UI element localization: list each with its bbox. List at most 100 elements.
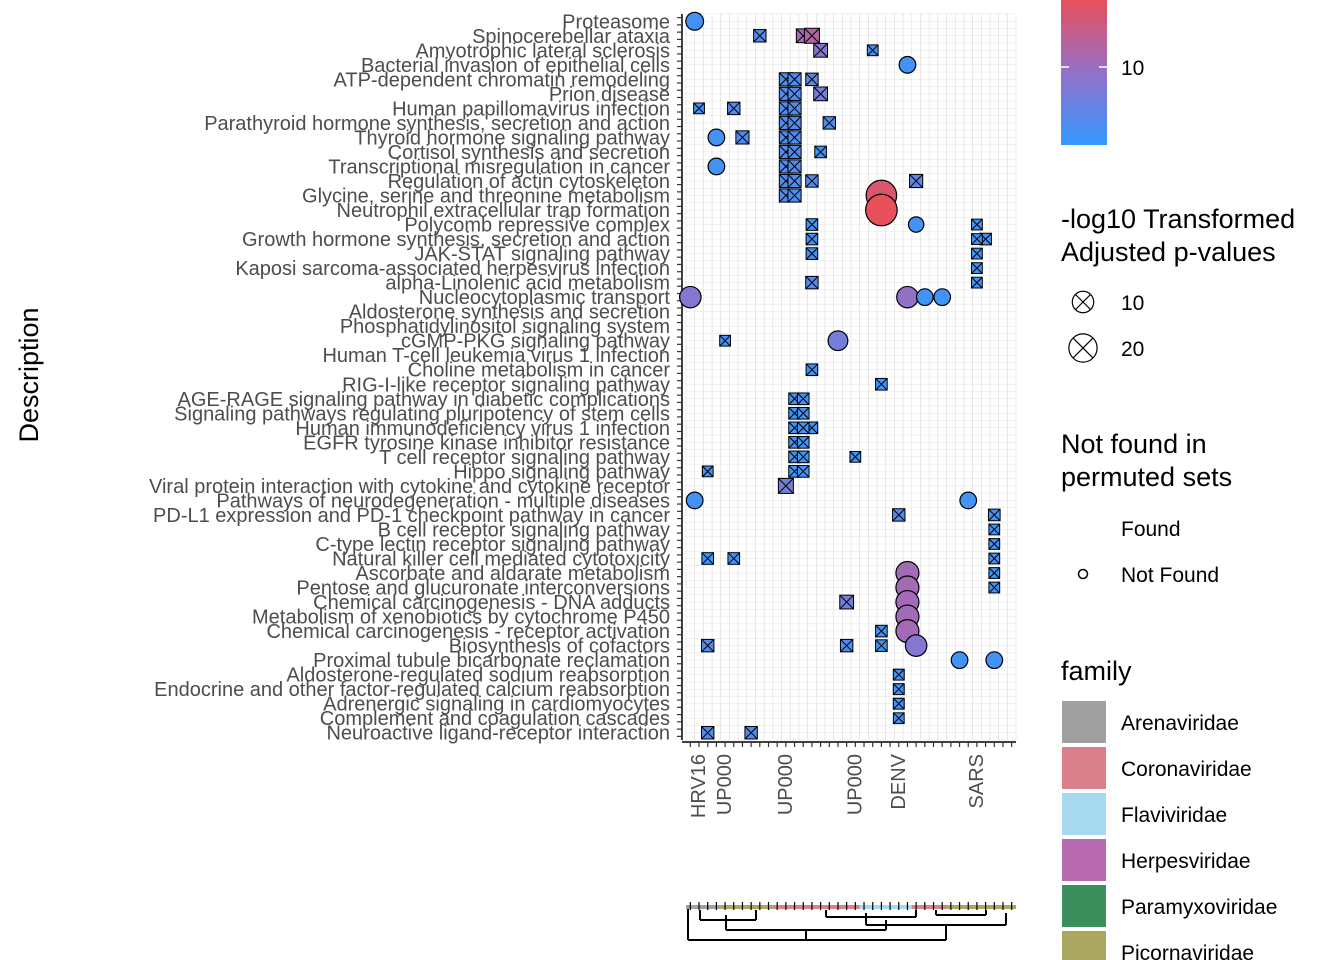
y-tick-label: Biosynthesis of cofactors [449,636,670,658]
y-tick-label: Cortisol synthesis and secretion [388,142,670,164]
data-point-found-cross-b [693,102,705,115]
data-point-found [839,594,855,610]
data-point-not-found [896,285,919,309]
y-tick-label: Pentose and glucuronate interconversions [296,578,670,600]
data-point-found-cross-b [988,508,1001,522]
data-point-found-cross-b [875,624,888,638]
y-tick-label: JAK-STAT signaling pathway [414,244,670,266]
data-point-not-found [898,55,917,74]
data-point-found-cross-b [893,683,905,695]
data-point-found-cross-b [787,159,802,174]
data-point-found [875,377,888,391]
data-point-found [988,567,1001,579]
family-legend-swatch [1062,885,1106,927]
data-point-not-found [959,491,978,510]
data-point-not-found [685,11,705,31]
dendrogram [686,902,1016,941]
data-point-found [777,477,794,494]
y-tick-label: Adrenergic signaling in cardiomyocytes [323,694,670,716]
data-point-found [787,101,802,116]
y-tick-label: Neutrophil extracellular trap formation [337,200,671,222]
color-scale-bar [1061,0,1107,145]
y-tick-label: Chemical carcinogenesis - receptor activ… [266,621,670,643]
data-point-found [971,218,983,231]
data-point-found-cross-b [988,552,1001,565]
size-legend-label: 10 [1121,292,1144,315]
color-scale-legend: 10 [1061,0,1144,145]
data-point-found [727,101,741,116]
y-axis-ticks [677,17,682,737]
y-tick-label: cGMP-PKG signaling pathway [401,331,670,353]
family-color-segment [946,905,1016,909]
data-point-found [805,247,819,260]
data-point-found-cross-b [753,29,767,43]
data-point-not-found [827,330,849,352]
size-legend-cross-b [1072,337,1094,359]
data-point-found-cross-b [787,72,802,87]
data-point-found-cross-b [727,552,740,565]
data-point-found [813,86,829,102]
data-point-found-cross-b [805,276,819,290]
y-tick-label: Glycine, serine and threonine metabolism [302,186,670,208]
y-tick-label: Natural killer cell mediated cytotoxicit… [332,549,670,571]
data-point-not-found [707,128,726,147]
data-point-found-cross-b [988,567,1001,579]
data-point-not-found [950,651,969,670]
data-point-found-cross-b [787,145,802,159]
data-point-found [796,465,810,478]
data-point-found-cross-b [701,639,715,653]
data-point-found [988,581,1001,594]
x-tick-label: DENV [888,753,910,809]
data-point-found-cross-b [701,552,714,565]
family-legend-label: Picornaviridae [1121,942,1254,960]
data-point-found-cross-b [787,174,802,188]
data-points [679,11,1004,740]
data-point-found-cross-b [787,188,802,203]
shape-legend-not-found-label: Not Found [1121,564,1219,587]
family-legend-label: Paramyxoviridae [1121,896,1277,919]
data-point-found-cross-b [797,392,810,405]
data-point-found-cross-b [822,116,836,130]
family-legend-swatch [1062,931,1106,960]
data-point-found-cross-b [805,363,819,376]
data-point-found [735,130,750,145]
family-legend-swatch [1062,839,1106,881]
data-point-found-cross-b [971,276,983,289]
data-point-found-cross-b [778,478,794,494]
y-tick-label: Spinocerebellar ataxia [472,26,671,48]
data-point-found [787,86,802,101]
y-tick-label: Thyroid hormone signaling pathway [354,127,670,149]
size-legend-cross-b [1075,294,1091,310]
y-tick-label: Phosphatidylinositol signaling system [340,316,670,338]
data-point-found [701,552,715,565]
family-color-segment [911,905,947,909]
data-point-found-cross-b [849,451,862,463]
data-point-found [803,27,820,44]
size-legend-title-2: Adjusted p-values [1061,237,1276,267]
data-point-found-cross-b [813,43,828,58]
family-color-segment [859,905,912,909]
y-tick-label: RIG-I-like receptor signaling pathway [342,374,670,396]
shape-legend: Not found in permuted sets Found Not Fou… [1061,429,1232,587]
data-point-found [805,275,819,290]
data-point-found-cross-b [866,44,879,57]
data-point-found [971,276,983,289]
y-tick-label: B cell receptor signaling pathway [378,519,670,541]
size-legend: -log10 Transformed Adjusted p-values 10 2… [1061,204,1295,363]
data-point-found-cross-b [797,465,810,478]
y-tick-label: EGFR tyrosine kinase inhibitor resistanc… [303,432,670,454]
data-point-found-cross-b [787,115,802,130]
data-point-found-cross-b [787,101,802,116]
data-point-found [701,465,714,478]
data-point-found-cross-b [787,130,802,145]
data-point-found [727,552,741,565]
y-tick-label: Viral protein interaction with cytokine … [149,476,670,498]
data-point-found [787,72,802,87]
y-tick-label: ATP-dependent chromatin remodeling [334,69,670,91]
y-tick-label: Human T-cell leukemia virus 1 infection [322,345,670,367]
x-axis-labels: HRV16 UP000 UP000 UP000 DENV SARS [688,753,988,818]
data-point-found-cross-b [971,233,983,245]
y-tick-label: Proximal tubule bicarbonate reclamation [313,650,670,672]
data-point-found [805,232,819,246]
y-tick-label: Ascorbate and aldarate metabolism [355,563,670,585]
